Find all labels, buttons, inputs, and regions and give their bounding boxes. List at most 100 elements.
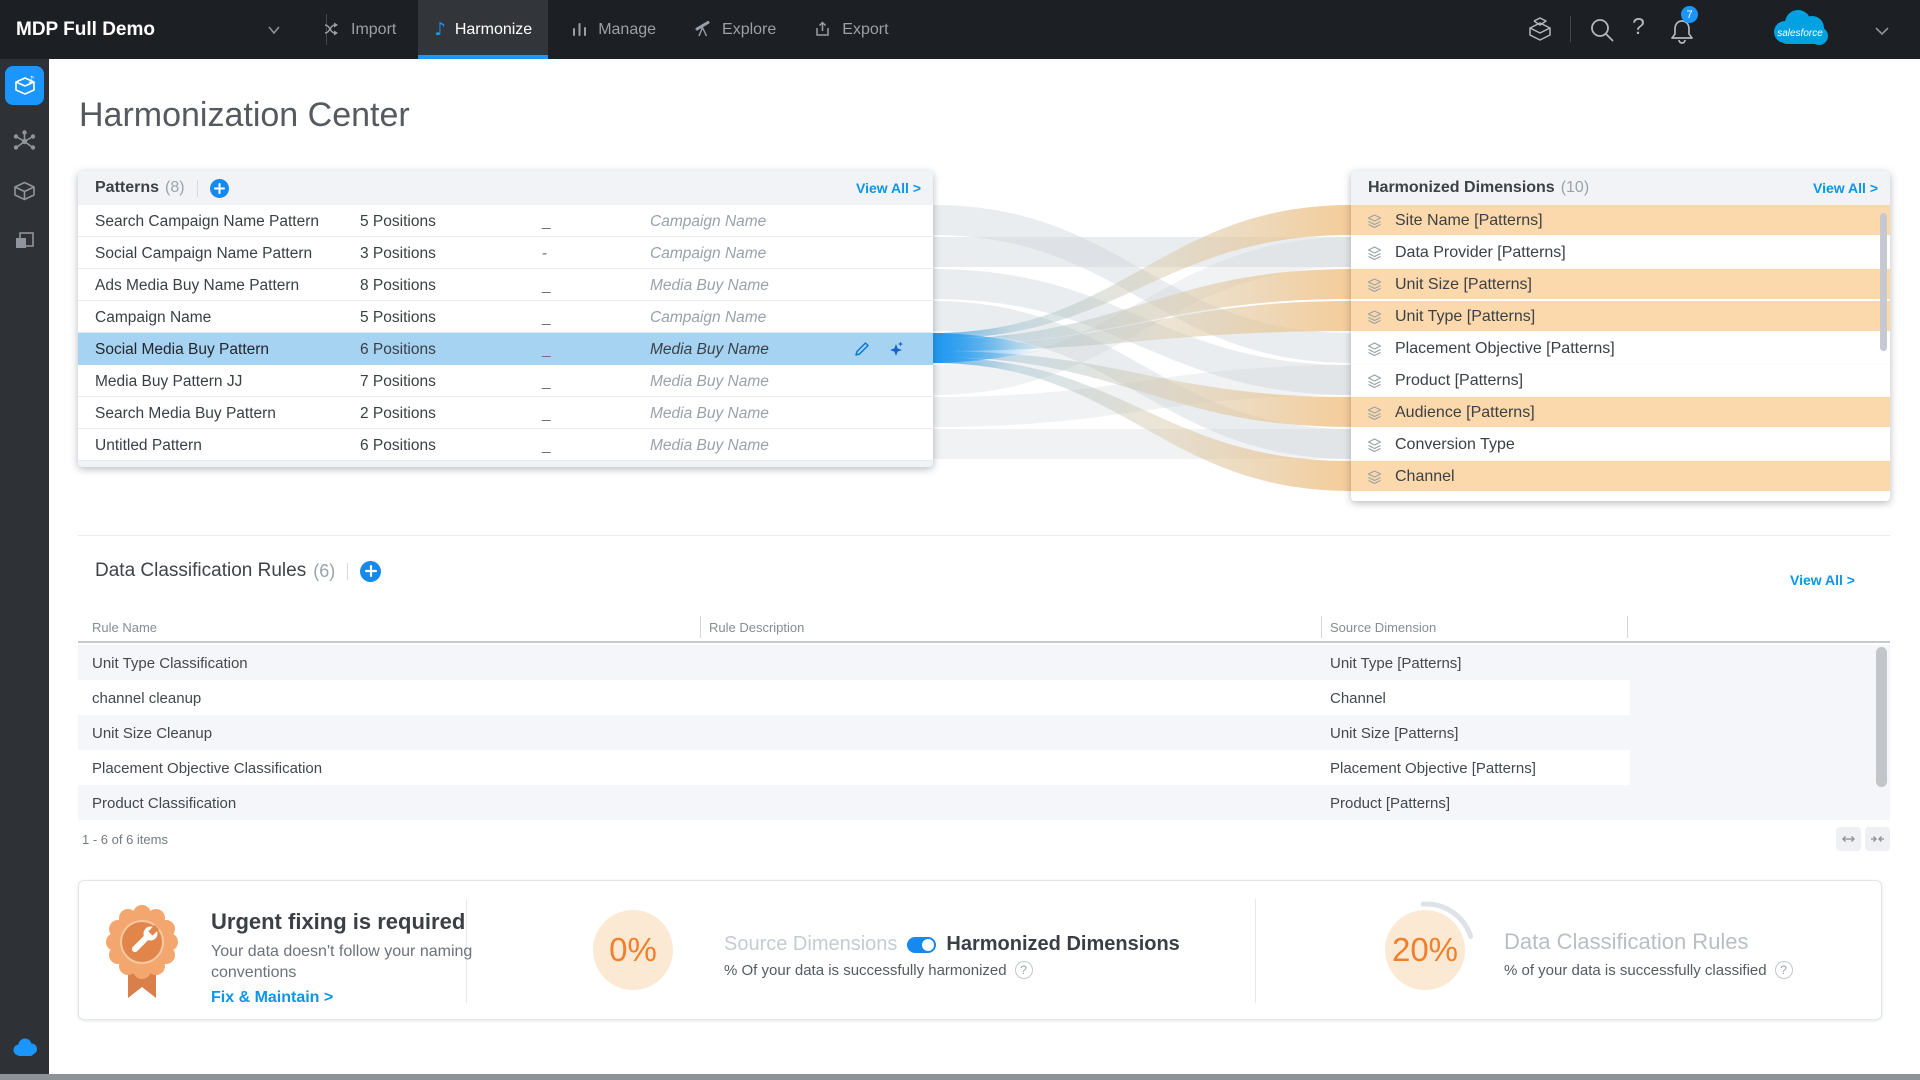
- pattern-name: Social Media Buy Pattern: [95, 341, 270, 358]
- help-icon[interactable]: ?: [1632, 13, 1645, 39]
- sidebar-cloud-icon[interactable]: [11, 1037, 39, 1059]
- status-summary-card: Urgent fixing is required Your data does…: [78, 880, 1882, 1020]
- column-divider[interactable]: [1627, 616, 1628, 638]
- harmonized-caption: % Of your data is successfully harmonize…: [724, 961, 1007, 979]
- pattern-row[interactable]: Media Buy Pattern JJ 7 Positions _ Media…: [78, 365, 933, 397]
- add-rule-button[interactable]: [360, 560, 382, 582]
- pattern-row[interactable]: Ads Media Buy Name Pattern 8 Positions _…: [78, 269, 933, 301]
- package-box-icon[interactable]: [1524, 16, 1556, 44]
- dimension-item[interactable]: Placement Objective [Patterns]: [1351, 333, 1890, 365]
- edit-pencil-icon[interactable]: [853, 340, 871, 358]
- sidebar-item-data-box[interactable]: [12, 179, 37, 204]
- salesforce-logo[interactable]: salesforce: [1767, 8, 1833, 52]
- dimension-item[interactable]: Conversion Type: [1351, 429, 1890, 461]
- rule-row[interactable]: Placement Objective Classification Place…: [78, 750, 1890, 785]
- rule-name-cell: Product Classification: [92, 795, 237, 812]
- dimensions-view-toggle[interactable]: [907, 936, 937, 953]
- rule-name-cell: Placement Objective Classification: [92, 760, 323, 777]
- patterns-panel-header: Patterns (8) View All >: [78, 171, 933, 205]
- collapse-columns-button[interactable]: [1865, 827, 1890, 851]
- dimension-item[interactable]: Unit Size [Patterns]: [1351, 269, 1890, 301]
- tab-explore[interactable]: Explore: [678, 0, 792, 59]
- sidebar-item-segments[interactable]: [12, 229, 37, 254]
- rules-count: (6): [313, 560, 336, 581]
- urgent-badge-icon: [106, 905, 178, 998]
- rule-row[interactable]: Unit Size Cleanup Unit Size [Patterns]: [78, 715, 1890, 750]
- account-chevron-down-icon[interactable]: [1873, 24, 1891, 38]
- add-pattern-button[interactable]: [209, 178, 229, 198]
- section-divider: [78, 535, 1890, 536]
- pattern-separator: _: [542, 341, 551, 358]
- help-circle-icon[interactable]: ?: [1014, 961, 1033, 979]
- rule-source-cell: Unit Size [Patterns]: [1330, 725, 1459, 742]
- pattern-dimension: Media Buy Name: [650, 437, 769, 454]
- column-rule-name[interactable]: Rule Name: [92, 620, 158, 635]
- tab-export-label: Export: [842, 20, 889, 38]
- layers-icon: [1367, 342, 1382, 357]
- tab-export[interactable]: Export: [798, 0, 904, 59]
- pattern-positions: 8 Positions: [360, 277, 436, 294]
- rules-view-all-link[interactable]: View All >: [1790, 572, 1855, 588]
- app-title-chevron-down-icon[interactable]: [266, 22, 282, 38]
- classified-caption-row: % of your data is successfully classifie…: [1504, 961, 1793, 979]
- dimension-item[interactable]: Product [Patterns]: [1351, 365, 1890, 397]
- dimension-label: Audience [Patterns]: [1395, 404, 1535, 421]
- rules-section-header: Data Classification Rules (6): [95, 560, 382, 582]
- tab-harmonize-label: Harmonize: [454, 20, 533, 38]
- pattern-row[interactable]: Untitled Pattern 6 Positions _ Media Buy…: [78, 429, 933, 461]
- dimension-label: Data Provider [Patterns]: [1395, 244, 1566, 261]
- svg-text:salesforce: salesforce: [1777, 28, 1823, 39]
- classified-label: Data Classification Rules: [1504, 929, 1749, 954]
- dimension-item[interactable]: Audience [Patterns]: [1351, 397, 1890, 429]
- dimension-item[interactable]: Unit Type [Patterns]: [1351, 301, 1890, 333]
- tab-manage[interactable]: Manage: [554, 0, 672, 59]
- rule-row[interactable]: Unit Type Classification Unit Type [Patt…: [78, 645, 1890, 680]
- pattern-positions: 2 Positions: [360, 405, 436, 422]
- dimension-item[interactable]: Data Provider [Patterns]: [1351, 237, 1890, 269]
- pattern-row[interactable]: Social Media Buy Pattern 6 Positions _ M…: [78, 333, 933, 365]
- expand-columns-button[interactable]: [1836, 827, 1861, 851]
- pattern-separator: _: [542, 213, 551, 230]
- fix-maintain-link[interactable]: Fix & Maintain >: [211, 989, 334, 1006]
- pattern-dimension: Media Buy Name: [650, 405, 769, 422]
- rule-row[interactable]: channel cleanup Channel: [78, 680, 1890, 715]
- column-source-dimension[interactable]: Source Dimension: [1330, 620, 1437, 635]
- pattern-row[interactable]: Search Media Buy Pattern 2 Positions _ M…: [78, 397, 933, 429]
- pattern-dimension: Media Buy Name: [650, 341, 769, 358]
- pattern-dimension: Campaign Name: [650, 245, 767, 262]
- rule-row[interactable]: Product Classification Product [Patterns…: [78, 785, 1890, 820]
- sidebar-item-network[interactable]: [12, 129, 37, 154]
- help-circle-icon[interactable]: ?: [1774, 961, 1793, 979]
- dimensions-scrollbar[interactable]: [1880, 213, 1887, 351]
- dimensions-view-all-link[interactable]: View All >: [1813, 180, 1878, 196]
- harmonized-dimensions-label: Harmonized Dimensions: [946, 933, 1180, 955]
- column-divider[interactable]: [700, 616, 701, 638]
- search-icon[interactable]: [1588, 16, 1616, 44]
- dimension-label: Unit Type [Patterns]: [1395, 308, 1536, 325]
- patterns-view-all-link[interactable]: View All >: [856, 180, 921, 196]
- pattern-positions: 7 Positions: [360, 373, 436, 390]
- tab-harmonize[interactable]: ♪ Harmonize: [418, 0, 549, 59]
- pattern-positions: 6 Positions: [360, 341, 436, 358]
- pattern-row[interactable]: Social Campaign Name Pattern 3 Positions…: [78, 237, 933, 269]
- pattern-row[interactable]: Campaign Name 5 Positions _ Campaign Nam…: [78, 301, 933, 333]
- export-icon: [816, 21, 830, 36]
- dimension-item[interactable]: Channel: [1351, 461, 1890, 493]
- layers-icon: [1367, 406, 1382, 421]
- column-divider[interactable]: [1321, 616, 1322, 638]
- plus-icon: [364, 565, 377, 577]
- column-rule-description[interactable]: Rule Description: [709, 620, 805, 635]
- tab-import[interactable]: Import: [307, 0, 412, 59]
- tab-import-label: Import: [351, 20, 397, 38]
- pattern-row[interactable]: Search Campaign Name Pattern 5 Positions…: [78, 205, 933, 237]
- rule-source-cell: Channel: [1330, 690, 1386, 707]
- rules-table-scrollbar[interactable]: [1876, 647, 1887, 787]
- dimension-item[interactable]: Site Name [Patterns]: [1351, 205, 1890, 237]
- card-divider: [466, 899, 467, 1003]
- pattern-dimension: Campaign Name: [650, 309, 767, 326]
- source-dimensions-label: Source Dimensions: [724, 933, 898, 955]
- left-sidebar: ♪: [0, 59, 49, 1075]
- ai-sparkles-icon[interactable]: [887, 340, 905, 358]
- sidebar-item-harmonize[interactable]: ♪: [5, 66, 44, 105]
- horizontal-scrollbar[interactable]: [0, 1074, 1920, 1080]
